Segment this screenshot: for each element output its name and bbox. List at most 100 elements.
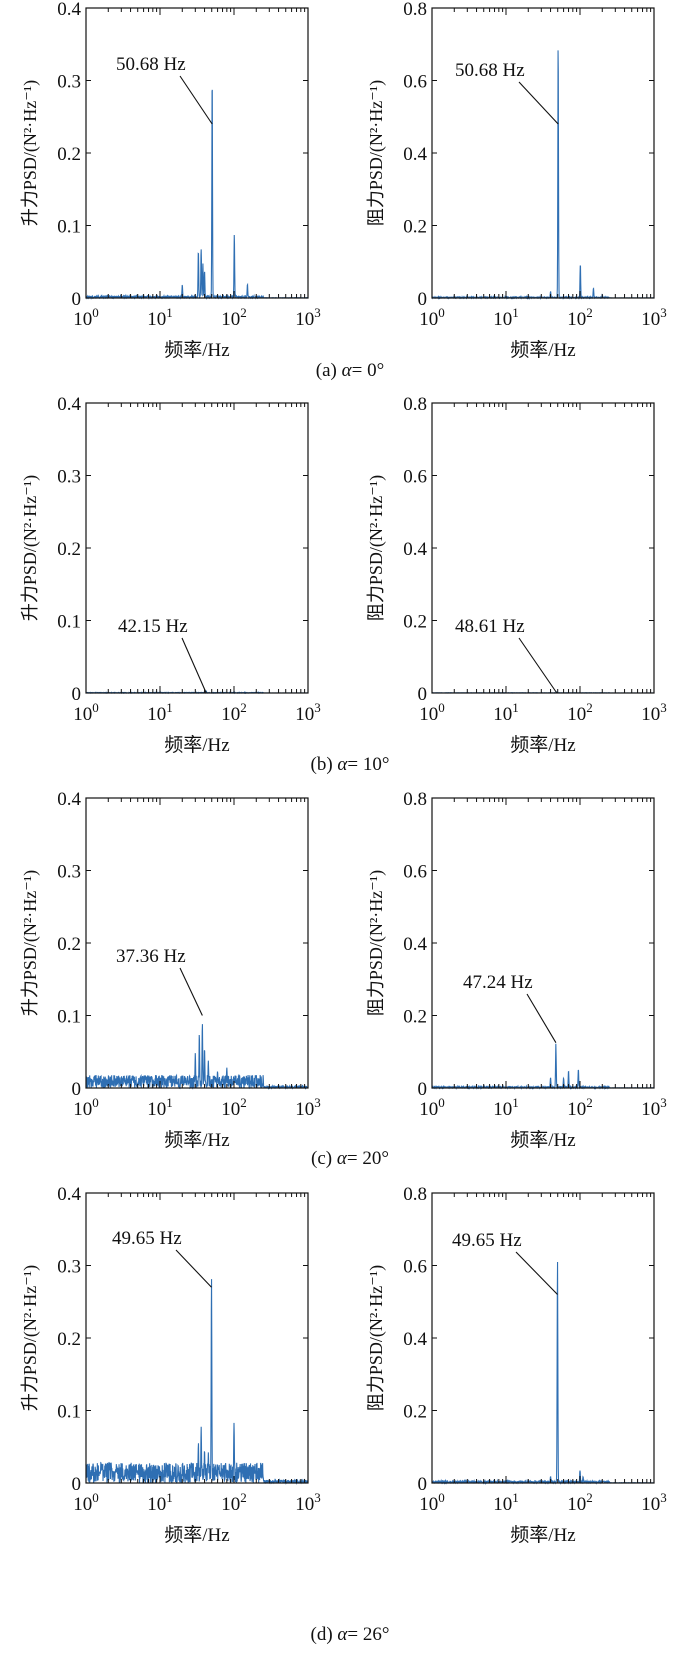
psd-series-line [85,1024,309,1091]
y-axis-label: 阻力PSD/(N²·Hz⁻¹) [366,80,387,226]
x-tick-label: 102 [567,700,593,725]
x-tick-label: 102 [567,1490,593,1515]
x-tick-label: 101 [493,305,519,330]
row-caption: (d) α= 26° [311,1624,390,1645]
x-tick-label: 102 [221,1490,247,1515]
psd-series-line [431,50,655,301]
y-tick-label: 0.2 [57,934,81,955]
x-tick-label: 103 [295,700,321,725]
x-axis-label: 频率/Hz [164,1524,229,1546]
x-tick-label: 100 [73,1095,99,1120]
x-tick-label: 101 [493,700,519,725]
x-tick-label: 100 [73,700,99,725]
panel-d-drag: 0 0.2 0.4 0.6 0.8 100 101 102 103 频率/Hz 阻力PSD/(N²·… [366,1184,667,1546]
y-axis-label: 升力PSD/(N²·Hz⁻¹) [20,80,41,226]
x-tick-label: 101 [147,1490,173,1515]
y-tick-label: 0 [72,1474,82,1495]
x-axis-label: 频率/Hz [510,339,575,361]
peak-annotation-leader [515,1251,558,1295]
peak-annotation-leader [518,637,558,694]
y-tick-label: 0 [418,1474,428,1495]
y-axis-label: 升力PSD/(N²·Hz⁻¹) [20,475,41,621]
x-axis-label: 频率/Hz [164,734,229,756]
panel-a-drag: 0 0.2 0.4 0.6 0.8 100 101 102 103 频率/Hz 阻力PSD/(N²·… [366,0,667,361]
y-tick-label: 0.1 [57,217,81,238]
plot-frame [85,797,309,1089]
y-tick-label: 0.3 [57,862,81,883]
y-tick-label: 0 [72,1079,82,1100]
y-tick-label: 0.8 [403,789,427,810]
psd-series-line [431,1262,655,1486]
x-axis-label: 频率/Hz [510,1524,575,1546]
x-tick-label: 102 [221,700,247,725]
peak-annotation-leader [526,993,557,1043]
row-caption: (b) α= 10° [311,754,390,775]
y-tick-label: 0.2 [57,1329,81,1350]
panel-a-lift: 0 0.1 0.2 0.3 0.4 100 101 102 103 频率/Hz 升力PSD/(N²·… [20,0,321,361]
x-axis-label: 频率/Hz [510,734,575,756]
y-tick-label: 0.1 [57,612,81,633]
x-tick-label: 103 [295,305,321,330]
x-tick-label: 102 [221,1095,247,1120]
psd-series-line [85,1279,309,1486]
peak-annotation-label: 37.36 Hz [116,946,186,967]
y-tick-label: 0.4 [57,789,81,810]
x-tick-label: 100 [73,1490,99,1515]
y-axis-label: 升力PSD/(N²·Hz⁻¹) [20,1265,41,1411]
y-tick-label: 0 [418,1079,428,1100]
peak-annotation-label: 49.65 Hz [452,1230,522,1251]
y-tick-label: 0.1 [57,1007,81,1028]
row-caption: (a) α= 0° [316,360,384,381]
y-axis-label: 阻力PSD/(N²·Hz⁻¹) [366,475,387,621]
x-tick-label: 100 [419,1490,445,1515]
y-axis-label: 阻力PSD/(N²·Hz⁻¹) [366,870,387,1016]
x-tick-label: 101 [493,1095,519,1120]
y-tick-label: 0.2 [403,612,427,633]
y-tick-label: 0 [72,289,82,310]
peak-annotation-leader [179,75,213,125]
x-tick-label: 102 [567,305,593,330]
y-tick-label: 0 [72,684,82,705]
y-tick-label: 0.6 [403,862,427,883]
x-axis-label: 频率/Hz [164,1129,229,1151]
y-tick-label: 0.4 [403,144,427,165]
panel-c-lift: 0 0.1 0.2 0.3 0.4 100 101 102 103 频率/Hz 升力PSD/(N²·… [20,789,321,1151]
plot-frame [431,7,655,299]
y-tick-label: 0 [418,289,428,310]
y-tick-label: 0.4 [403,934,427,955]
x-tick-label: 103 [641,305,667,330]
x-tick-label: 102 [567,1095,593,1120]
peak-annotation-label: 50.68 Hz [455,60,525,81]
peak-annotation-leader [179,967,203,1016]
y-tick-label: 0.4 [57,0,81,20]
x-tick-label: 101 [493,1490,519,1515]
y-tick-label: 0.8 [403,0,427,20]
y-tick-label: 0.6 [403,1257,427,1278]
peak-annotation-leader [175,1249,212,1288]
x-tick-label: 103 [295,1490,321,1515]
y-tick-label: 0.2 [403,1007,427,1028]
x-tick-label: 100 [419,700,445,725]
peak-annotation-label: 42.15 Hz [118,616,188,637]
plot-frame [85,7,309,299]
peak-annotation-leader [181,637,207,694]
y-tick-label: 0.3 [57,1257,81,1278]
y-axis-label: 升力PSD/(N²·Hz⁻¹) [20,870,41,1016]
panel-b-lift: 0 0.1 0.2 0.3 0.4 100 101 102 103 频率/Hz 升力PSD/(N²·… [20,394,321,756]
y-tick-label: 0.6 [403,72,427,93]
panel-b-drag: 0 0.2 0.4 0.6 0.8 100 101 102 103 频率/Hz 阻力PSD/(N²·… [366,394,667,756]
y-tick-label: 0.1 [57,1402,81,1423]
peak-annotation-label: 48.61 Hz [455,616,525,637]
y-tick-label: 0.2 [403,217,427,238]
x-axis-label: 频率/Hz [510,1129,575,1151]
x-tick-label: 101 [147,1095,173,1120]
y-tick-label: 0.3 [57,72,81,93]
peak-annotation-label: 49.65 Hz [112,1228,182,1249]
y-tick-label: 0.2 [57,539,81,560]
panel-c-drag: 0 0.2 0.4 0.6 0.8 100 101 102 103 频率/Hz 阻力PSD/(N²·… [366,789,667,1151]
x-tick-label: 100 [419,1095,445,1120]
x-tick-label: 100 [73,305,99,330]
x-tick-label: 103 [641,1490,667,1515]
peak-annotation-label: 47.24 Hz [463,972,533,993]
